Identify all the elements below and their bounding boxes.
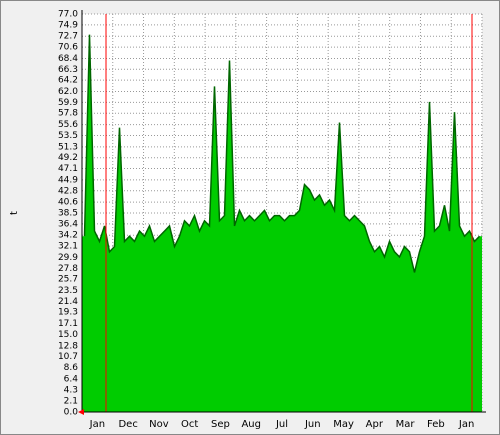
y-tick-label: 64.2 (58, 76, 78, 86)
y-tick-label: 42.8 (58, 186, 78, 196)
y-tick-label: 25.7 (58, 275, 78, 285)
y-tick-label: 27.8 (58, 264, 78, 274)
y-tick-label: 12.8 (58, 341, 78, 351)
axis-arrow (78, 409, 84, 415)
y-tick-label: 15.0 (58, 330, 78, 340)
y-tick-label: 6.4 (64, 374, 79, 384)
y-tick-label: 29.9 (58, 253, 78, 263)
x-tick-label: Dec (118, 419, 137, 430)
x-tick-label: Jul (275, 419, 288, 430)
y-tick-label: 10.7 (58, 352, 78, 362)
y-tick-label: 47.1 (58, 164, 78, 174)
y-tick-label: 2.1 (64, 397, 78, 407)
x-tick-label: Feb (427, 419, 445, 430)
y-tick-label: 21.4 (58, 297, 78, 307)
y-tick-label: 19.3 (58, 308, 78, 318)
x-tick-label: Aug (241, 419, 261, 430)
y-tick-label: 17.1 (58, 319, 78, 329)
y-tick-label: 62.0 (58, 87, 78, 97)
y-axis-label: t (9, 211, 20, 215)
y-tick-label: 77.0 (58, 10, 78, 20)
x-tick-label: May (333, 419, 354, 430)
area (82, 34, 482, 412)
x-tick-label: Oct (181, 419, 198, 430)
y-tick-label: 72.7 (58, 32, 78, 42)
x-tick-label: Apr (366, 419, 384, 430)
y-tick-label: 68.4 (58, 54, 78, 64)
y-tick-label: 8.6 (64, 363, 79, 373)
y-tick-label: 53.5 (58, 131, 78, 141)
y-tick-label: 70.6 (58, 43, 78, 53)
y-tick-label: 38.5 (58, 209, 78, 219)
y-tick-label: 23.5 (58, 286, 78, 296)
area-line (83, 34, 481, 273)
y-tick-label: 32.1 (58, 242, 78, 252)
x-tick-label: Jan (89, 419, 105, 430)
y-tick-label: 4.3 (64, 385, 78, 395)
y-tick-label: 51.3 (58, 142, 78, 152)
y-tick-label: 0.0 (64, 408, 79, 418)
x-tick-label: Nov (149, 419, 169, 430)
x-tick-label: Mar (396, 419, 416, 430)
x-tick-label: Jan (458, 419, 474, 430)
y-tick-label: 36.4 (58, 219, 78, 229)
x-tick-label: Sep (211, 419, 230, 430)
y-tick-label: 66.3 (58, 65, 78, 75)
y-tick-label: 40.6 (58, 198, 78, 208)
y-tick-label: 55.6 (58, 120, 78, 130)
y-tick-label: 44.9 (58, 175, 78, 185)
y-tick-label: 74.9 (58, 20, 78, 30)
x-tick-label: Jun (304, 419, 321, 430)
y-tick-label: 57.8 (58, 109, 78, 119)
y-tick-label: 59.9 (58, 98, 78, 108)
y-tick-label: 49.2 (58, 153, 78, 163)
y-tick-label: 34.2 (58, 231, 78, 241)
